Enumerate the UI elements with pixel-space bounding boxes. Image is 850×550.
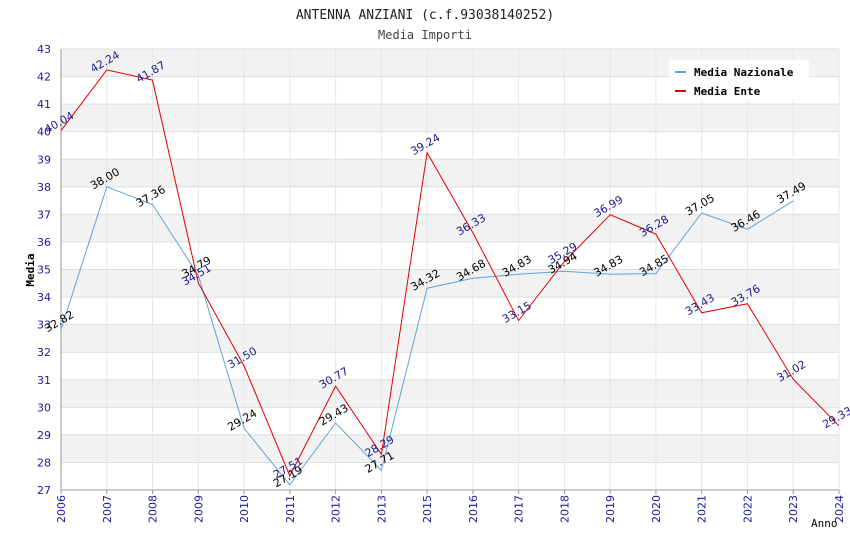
x-tick-label: 2009 — [192, 495, 205, 523]
plot-band — [61, 407, 839, 435]
y-tick-label: 36 — [37, 236, 51, 249]
plot-band — [61, 214, 839, 242]
plot-band — [61, 297, 839, 325]
plot-band — [61, 379, 839, 408]
axes — [60, 49, 839, 491]
plot-band — [61, 131, 839, 160]
plot-band — [61, 186, 839, 215]
x-tick-label: 2019 — [604, 495, 617, 523]
grid-lines — [60, 48, 840, 491]
y-tick-label: 31 — [37, 374, 51, 387]
x-tick-label: 2013 — [375, 495, 388, 523]
y-tick-label: 32 — [37, 346, 51, 359]
x-tick-label: 2022 — [741, 495, 754, 523]
chart-title: ANTENNA ANZIANI (c.f.93038140252) — [296, 8, 554, 23]
y-tick-label: 30 — [37, 401, 51, 414]
y-tick-label: 33 — [37, 319, 51, 332]
series-line-media-ente — [60, 69, 840, 478]
x-tick-label: 2016 — [467, 495, 480, 523]
series-lines — [60, 69, 840, 486]
legend-label: Media Ente — [694, 85, 761, 98]
x-axis-label: Anno — [811, 517, 838, 530]
x-tick-label: 2024 — [833, 495, 846, 523]
x-tick-label: 2008 — [147, 495, 160, 523]
y-tick-label: 43 — [37, 43, 51, 56]
x-tick-label: 2023 — [787, 495, 800, 523]
y-tick-label: 39 — [37, 153, 51, 166]
x-tick-label: 2018 — [558, 495, 571, 523]
plot-background — [61, 49, 839, 490]
y-tick-label: 41 — [37, 98, 51, 111]
y-tick-label: 27 — [37, 484, 51, 497]
legend: Media Nazionale Media Ente — [669, 60, 809, 100]
legend-label: Media Nazionale — [694, 66, 794, 79]
plot-band — [61, 241, 839, 270]
y-tick-label: 35 — [37, 264, 51, 277]
y-tick-label: 29 — [37, 429, 51, 442]
x-tick-label: 2017 — [513, 495, 526, 523]
y-tick-label: 28 — [37, 456, 51, 469]
y-tick-label: 42 — [37, 71, 51, 84]
x-tick-label: 2010 — [238, 495, 251, 523]
plot-band — [61, 324, 839, 353]
legend-box — [669, 60, 809, 100]
x-tick-label: 2007 — [101, 495, 114, 523]
chart-subtitle: Media Importi — [378, 28, 472, 42]
x-tick-label: 2015 — [421, 495, 434, 523]
plot-band — [61, 159, 839, 187]
y-axis-label: Media — [24, 253, 37, 286]
plot-band — [61, 104, 839, 132]
x-tick-label: 2020 — [650, 495, 663, 523]
x-axis-ticks: 2006 2007 2008 2009 2010 2011 2012 2013 2015 2016… — [55, 490, 846, 523]
y-tick-label: 34 — [37, 291, 51, 304]
y-tick-label: 38 — [37, 181, 51, 194]
y-tick-label: 40 — [37, 126, 51, 139]
x-tick-label: 2012 — [330, 495, 343, 523]
x-tick-label: 2006 — [55, 495, 68, 523]
plot-band — [61, 462, 839, 490]
x-tick-label: 2021 — [696, 495, 709, 523]
y-tick-label: 37 — [37, 208, 51, 221]
y-axis-ticks: 27 28 29 30 31 32 33 34 35 36 37 38 39 40 41 42 43 — [37, 43, 51, 497]
plot-band — [61, 434, 839, 463]
x-tick-label: 2011 — [284, 495, 297, 523]
plot-band — [61, 352, 839, 380]
series-line-media-nazionale — [60, 186, 794, 486]
